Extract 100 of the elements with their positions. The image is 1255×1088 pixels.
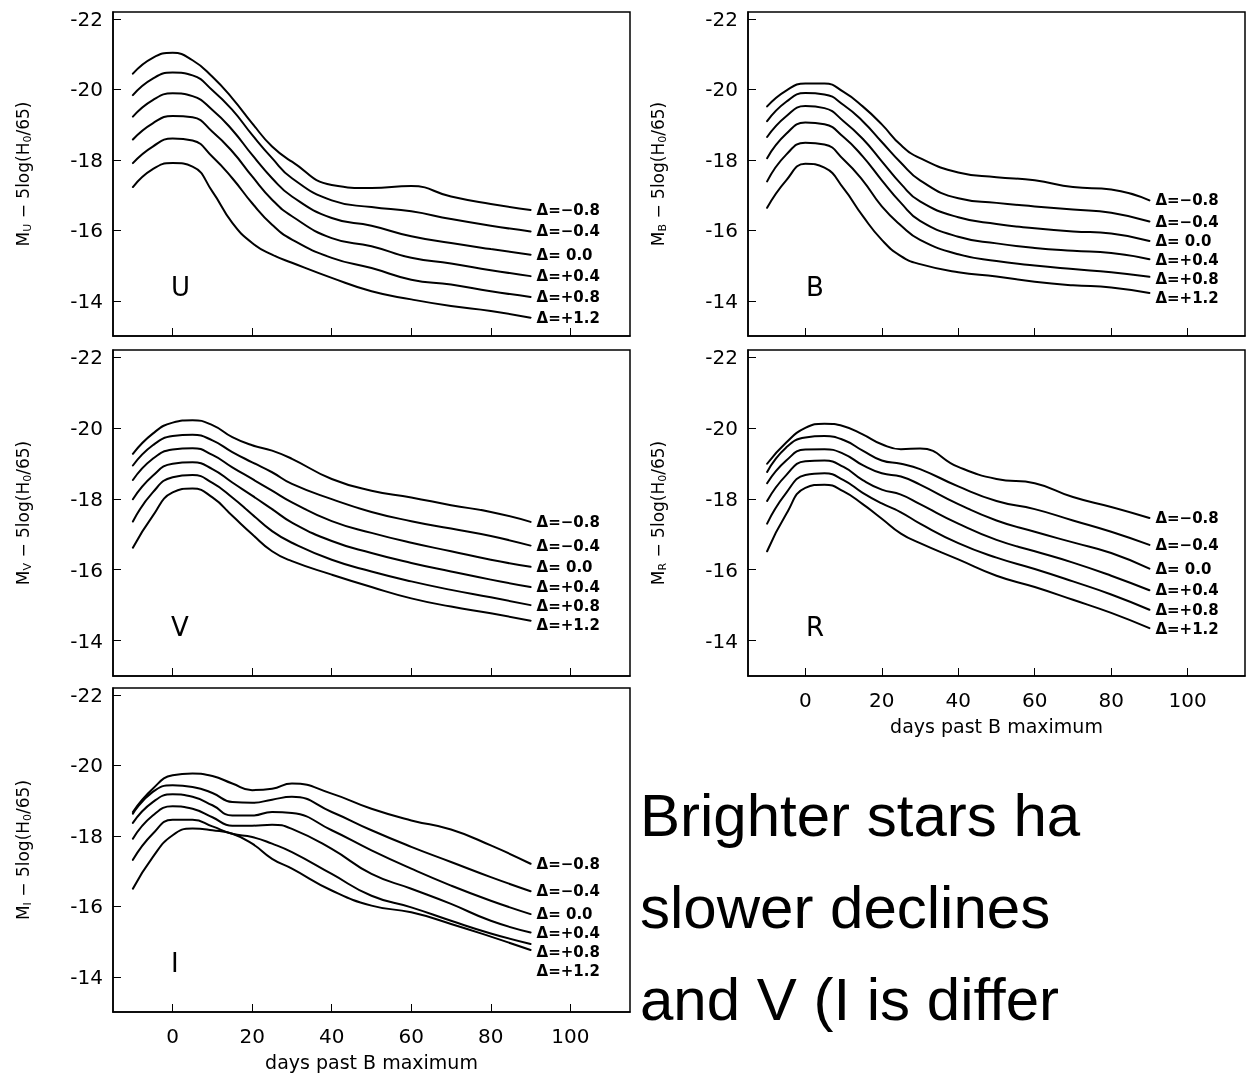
line-series	[131, 114, 532, 278]
line-series	[131, 793, 532, 916]
y-tick-label: -22	[70, 345, 103, 370]
y-tick-label: -16	[705, 218, 738, 243]
y-tick-label: -20	[705, 415, 738, 440]
line-series	[131, 474, 532, 607]
series-label: Δ=+0.8	[1155, 269, 1219, 288]
series-label: Δ=−0.4	[1155, 212, 1219, 231]
text: Brighter stars ha	[640, 781, 1082, 851]
series-label: Δ= 0.0	[1155, 559, 1212, 578]
y-tick-label: -22	[70, 683, 103, 708]
x-tick-label: 60	[1022, 688, 1048, 712]
series-label: Δ=+0.4	[1155, 250, 1219, 269]
annotation: B	[806, 272, 824, 302]
series-label: Δ=+0.4	[536, 267, 600, 286]
series-label: Δ=+1.2	[1155, 619, 1219, 638]
series-label: Δ=+1.2	[536, 962, 600, 981]
series-label: Δ=−0.8	[1155, 508, 1219, 527]
series-label: Δ=−0.4	[536, 882, 600, 901]
line-series	[131, 433, 532, 547]
y-tick-label: -20	[70, 753, 103, 778]
series-label: Δ=−0.8	[1155, 191, 1219, 210]
line-series	[766, 459, 1151, 592]
text: and V (I is differ	[640, 965, 1061, 1035]
series-label: Δ=+0.4	[536, 924, 600, 943]
x-axis-title: days past B maximum	[265, 1050, 478, 1073]
line-series	[131, 162, 532, 319]
y-tick-label: -16	[70, 894, 103, 919]
series-label: Δ=+0.8	[536, 597, 600, 616]
y-tick-label: -14	[70, 964, 103, 989]
series-label: Δ= 0.0	[536, 557, 593, 576]
line-series	[131, 447, 532, 568]
annotation: R	[806, 612, 825, 642]
annotation: V	[171, 612, 189, 642]
line-series	[766, 448, 1151, 570]
x-tick-label: 40	[319, 1024, 345, 1048]
line-series	[131, 92, 532, 256]
x-tick-label: 80	[1098, 688, 1124, 712]
x-tick-label: 100	[551, 1024, 590, 1048]
line-series	[766, 82, 1151, 202]
line-series	[131, 805, 532, 934]
line-series	[131, 51, 532, 211]
y-tick-label: -22	[70, 7, 103, 32]
line-series	[766, 162, 1151, 295]
line-series	[766, 105, 1151, 242]
series-label: Δ= 0.0	[1155, 231, 1212, 250]
y-tick-label: -20	[70, 77, 103, 102]
line-series	[766, 121, 1151, 261]
y-tick-label: -20	[705, 77, 738, 102]
series-label: Δ=+0.8	[1155, 600, 1219, 619]
y-tick-label: -14	[70, 288, 103, 313]
x-tick-label: 100	[1168, 688, 1207, 712]
y-tick-label: -14	[705, 288, 738, 313]
series-label: Δ=+0.8	[536, 943, 600, 962]
y-tick-label: -22	[705, 7, 738, 32]
x-tick-label: 40	[945, 688, 971, 712]
series-label: Δ=+0.4	[1155, 581, 1219, 600]
line-series	[766, 92, 1151, 223]
y-tick-label: -20	[70, 415, 103, 440]
y-tick-label: -16	[70, 218, 103, 243]
series-label: Δ=+1.2	[536, 616, 600, 635]
series-label: Δ=−0.4	[536, 536, 600, 555]
series-label: Δ= 0.0	[536, 905, 593, 924]
y-tick-label: -16	[705, 557, 738, 582]
y-tick-label: -18	[705, 147, 738, 172]
y-tick-label: -14	[705, 628, 738, 653]
y-tick-label: -16	[70, 557, 103, 582]
x-tick-label: 20	[239, 1024, 265, 1048]
series-label: Δ= 0.0	[536, 245, 593, 264]
series-label: Δ=+1.2	[536, 308, 600, 327]
annotation: U	[171, 272, 191, 302]
x-tick-label: 60	[398, 1024, 424, 1048]
series-label: Δ=+0.4	[536, 578, 600, 597]
x-tick-label: 0	[166, 1024, 180, 1048]
line-series	[131, 419, 532, 523]
series-label: Δ=+1.2	[1155, 288, 1219, 307]
series-label: Δ=+0.8	[536, 287, 600, 306]
y-tick-label: -18	[70, 823, 103, 848]
y-axis-title: MB − 5log(H0/65)	[648, 101, 669, 247]
y-tick-label: -18	[705, 486, 738, 511]
y-axis-title: MU − 5log(H0/65)	[13, 101, 34, 247]
x-axis-title: days past B maximum	[890, 714, 1103, 737]
line-series	[766, 141, 1151, 278]
y-tick-label: -18	[70, 486, 103, 511]
line-series	[131, 71, 532, 233]
y-tick-label: -18	[70, 147, 103, 172]
line-series	[131, 461, 532, 589]
x-tick-label: 0	[798, 688, 812, 712]
x-tick-label: 20	[869, 688, 895, 712]
y-tick-label: -14	[70, 628, 103, 653]
series-label: Δ=−0.4	[536, 222, 600, 241]
annotation: I	[171, 948, 179, 978]
text: slower declines	[640, 873, 1052, 943]
series-label: Δ=−0.8	[536, 512, 600, 531]
series-label: Δ=−0.8	[536, 200, 600, 219]
y-tick-label: -22	[705, 345, 738, 370]
series-label: Δ=−0.4	[1155, 535, 1219, 554]
x-tick-label: 80	[478, 1024, 504, 1048]
series-label: Δ=−0.8	[536, 854, 600, 873]
line-series	[131, 137, 532, 298]
